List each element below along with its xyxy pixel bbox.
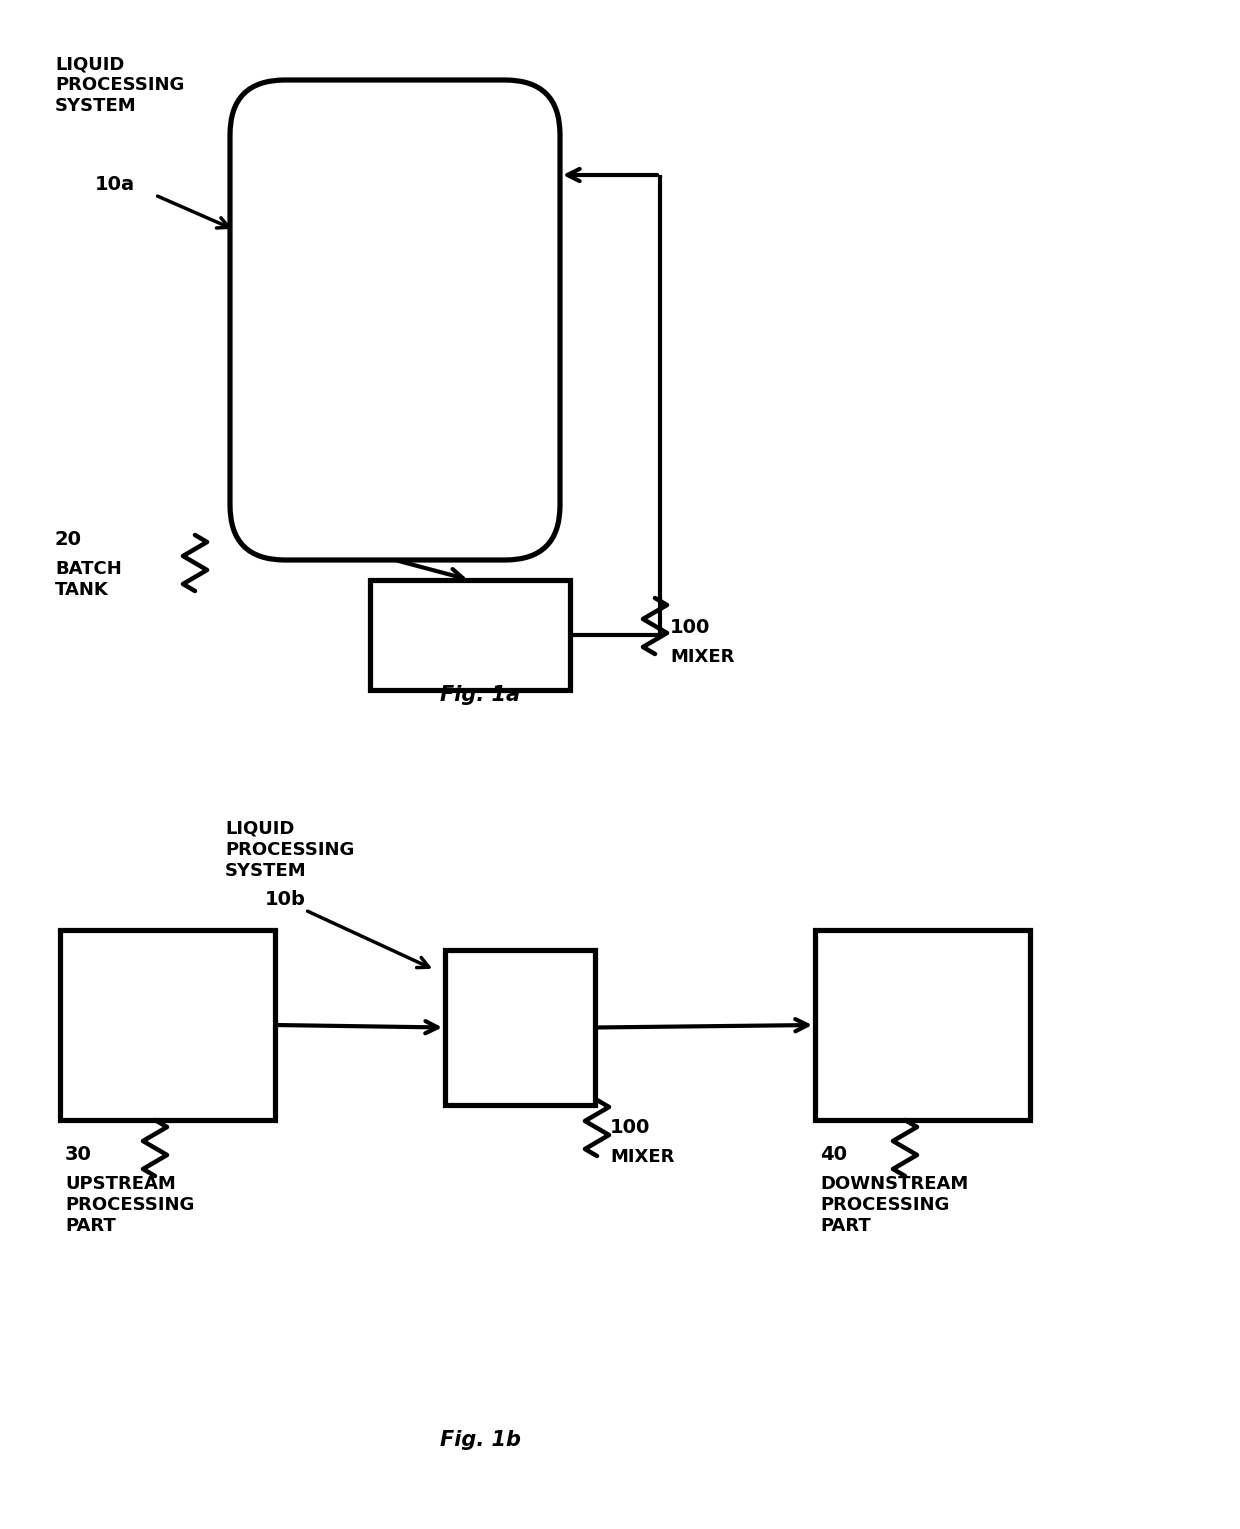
Text: MIXER: MIXER xyxy=(610,1148,675,1167)
Text: LIQUID
PROCESSING
SYSTEM: LIQUID PROCESSING SYSTEM xyxy=(55,55,185,115)
Text: 20: 20 xyxy=(55,531,82,549)
Text: 40: 40 xyxy=(820,1145,847,1164)
FancyBboxPatch shape xyxy=(229,80,560,560)
Text: Fig. 1a: Fig. 1a xyxy=(440,685,520,705)
Text: MIXER: MIXER xyxy=(670,648,734,667)
Text: Fig. 1b: Fig. 1b xyxy=(439,1430,521,1449)
Bar xyxy=(60,930,275,1121)
Text: 100: 100 xyxy=(670,618,711,638)
Bar xyxy=(370,579,570,690)
Text: 10a: 10a xyxy=(95,174,135,194)
Bar xyxy=(445,950,595,1105)
Text: BATCH
TANK: BATCH TANK xyxy=(55,560,122,599)
Bar xyxy=(815,930,1030,1121)
Text: 100: 100 xyxy=(610,1118,650,1138)
Text: UPSTREAM
PROCESSING
PART: UPSTREAM PROCESSING PART xyxy=(64,1174,195,1234)
Text: DOWNSTREAM
PROCESSING
PART: DOWNSTREAM PROCESSING PART xyxy=(820,1174,968,1234)
Text: 10b: 10b xyxy=(265,890,306,910)
Text: 30: 30 xyxy=(64,1145,92,1164)
Text: LIQUID
PROCESSING
SYSTEM: LIQUID PROCESSING SYSTEM xyxy=(224,820,355,879)
